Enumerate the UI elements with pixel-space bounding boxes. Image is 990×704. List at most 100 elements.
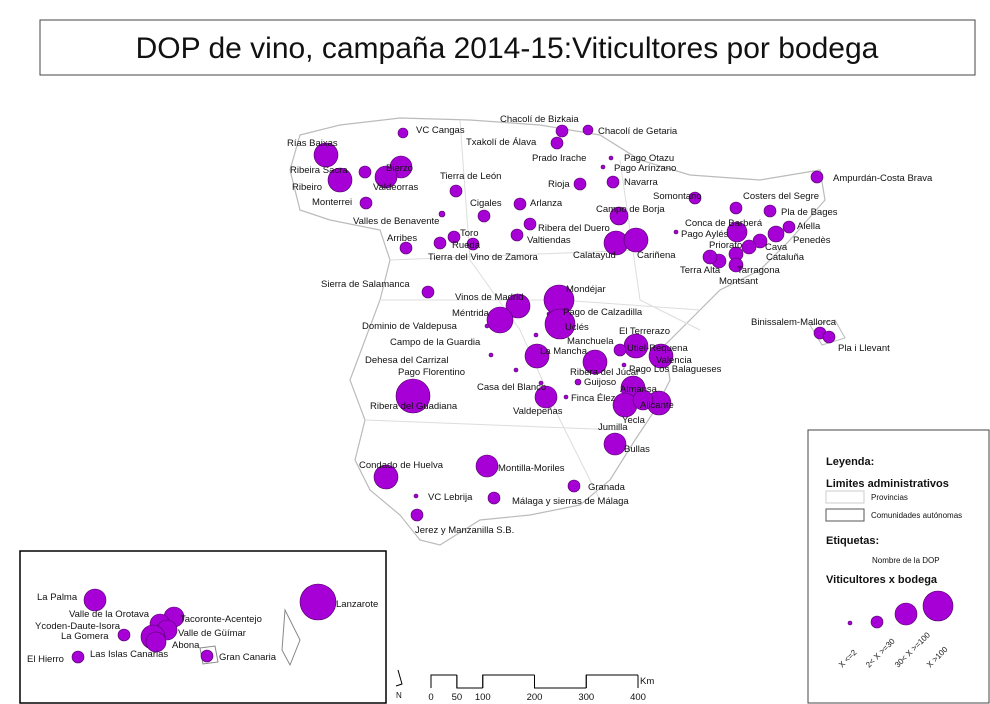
dop-bubble bbox=[487, 491, 501, 505]
dop-label: Ribeiro bbox=[292, 182, 322, 193]
dop-label: Jerez y Manzanilla S.B. bbox=[415, 525, 514, 536]
dop-bubble bbox=[117, 628, 131, 642]
dop-label: Pago Arínzano bbox=[614, 163, 676, 174]
dop-bubble bbox=[466, 237, 480, 251]
scale-label: 400 bbox=[630, 692, 646, 703]
dop-label: Mondéjar bbox=[566, 284, 606, 295]
dop-label: Ribera del Júcar bbox=[570, 367, 639, 378]
dop-bubble bbox=[373, 464, 399, 490]
legend-title: Leyenda: bbox=[826, 456, 874, 468]
dop-label: Bierzo bbox=[386, 163, 413, 174]
scale-label: 200 bbox=[527, 692, 543, 703]
dop-label: Tacoronte-Acentejo bbox=[180, 614, 262, 625]
dop-label: Dehesa del Carrizal bbox=[365, 355, 448, 366]
dop-label: Pago Los Balagueses bbox=[629, 364, 722, 375]
dop-bubble bbox=[484, 323, 490, 329]
dop-label: Méntrida bbox=[452, 308, 490, 319]
dop-bubble bbox=[399, 241, 413, 255]
scale-bar: 0 50 100 200 300 400 Km bbox=[428, 674, 654, 703]
dop-label: El Hierro bbox=[27, 654, 64, 665]
scale-label: 50 bbox=[452, 692, 463, 703]
legend-item: Comunidades autónomas bbox=[871, 511, 962, 520]
dop-bubble bbox=[623, 227, 649, 253]
dop-bubble bbox=[582, 349, 608, 375]
dop-label: Ycoden-Daute-Isora bbox=[35, 621, 121, 632]
dop-label: Conca de Barberá bbox=[685, 218, 763, 229]
dop-label: La Gomera bbox=[61, 631, 109, 642]
dop-bubble bbox=[550, 136, 564, 150]
dop-label: Cataluña bbox=[766, 252, 805, 263]
dop-bubble bbox=[782, 220, 796, 234]
dop-label: Vinos de Madrid bbox=[455, 292, 523, 303]
dop-bubble bbox=[534, 385, 558, 409]
scale-label: 100 bbox=[475, 692, 491, 703]
dop-label: Valdepeñas bbox=[513, 406, 563, 417]
dop-label: Ribera del Guadiana bbox=[370, 401, 458, 412]
legend-bubble bbox=[870, 615, 884, 629]
dop-label: Txakolí de Álava bbox=[466, 137, 537, 148]
dop-bubble bbox=[477, 209, 491, 223]
scale-unit: Km bbox=[640, 676, 654, 687]
dop-bubble bbox=[513, 197, 527, 211]
dop-label: Pago Florentino bbox=[398, 367, 465, 378]
dop-bubble bbox=[145, 631, 167, 653]
dop-label: Ribera del Duero bbox=[538, 223, 610, 234]
dop-label: Somontano bbox=[653, 191, 702, 202]
legend-swatch bbox=[825, 490, 865, 504]
dop-label: Valencia bbox=[656, 355, 692, 366]
dop-label: Calatayud bbox=[573, 250, 616, 261]
dop-bubble bbox=[729, 201, 743, 215]
dop-label: Valle de la Orotava bbox=[69, 609, 150, 620]
scale-label: 0 bbox=[428, 692, 433, 703]
dop-label: Finca Élez bbox=[571, 393, 616, 404]
dop-label: Málaga y sierras de Málaga bbox=[512, 496, 629, 507]
dop-bubble bbox=[359, 196, 373, 210]
dop-label: Alella bbox=[797, 221, 821, 232]
map-title: DOP de vino, campaña 2014-15:Viticultore… bbox=[136, 32, 879, 65]
dop-label: Monterrei bbox=[312, 197, 352, 208]
dop-bubble bbox=[621, 362, 627, 368]
dop-bubble bbox=[505, 293, 531, 319]
dop-label: Rueda bbox=[452, 240, 481, 251]
dop-bubble bbox=[567, 479, 581, 493]
dop-bubble bbox=[533, 332, 539, 338]
inset-box bbox=[19, 550, 387, 704]
dop-label: Pla i Llevant bbox=[838, 343, 890, 354]
dop-label: Campo de Borja bbox=[596, 204, 665, 215]
dop-bubble bbox=[544, 308, 576, 340]
dop-label: Bullas bbox=[624, 444, 650, 455]
dop-label: Priorato bbox=[709, 240, 742, 251]
dop-label: Sierra de Salamanca bbox=[321, 279, 410, 290]
dop-label: Valdeorras bbox=[373, 182, 418, 193]
north-arrow bbox=[395, 669, 403, 687]
legend-bubble bbox=[847, 620, 853, 626]
legend-item: Nombre de la DOP bbox=[872, 556, 940, 565]
dop-label: Rioja bbox=[548, 179, 570, 190]
dop-label: Arribes bbox=[387, 233, 417, 244]
dop-label: Pla de Bages bbox=[781, 207, 838, 218]
dop-label: Jumilla bbox=[598, 422, 628, 433]
dop-label: Condado de Huelva bbox=[359, 460, 444, 471]
dop-label: Penedès bbox=[793, 235, 831, 246]
dop-label: Gran Canaria bbox=[219, 652, 277, 663]
dop-bubble bbox=[600, 164, 606, 170]
dop-label: La Mancha bbox=[540, 346, 588, 357]
dop-label: Valle de Güímar bbox=[178, 628, 246, 639]
dop-label: Alicante bbox=[640, 400, 674, 411]
dop-bubble bbox=[538, 380, 544, 386]
dop-bubble bbox=[688, 191, 702, 205]
dop-bubble bbox=[609, 206, 629, 226]
dop-label: Valtiendas bbox=[527, 235, 571, 246]
dop-label: Cariñena bbox=[637, 250, 676, 261]
dop-label: Utiel-Requena bbox=[627, 343, 688, 354]
dop-label: Lanzarote bbox=[336, 599, 378, 610]
dop-label: Montsant bbox=[719, 276, 758, 287]
north-label: N bbox=[396, 691, 402, 700]
dop-bubble bbox=[728, 257, 744, 273]
dop-bubble bbox=[449, 184, 463, 198]
dop-label: Navarra bbox=[624, 177, 659, 188]
dop-label: Ampurdán-Costa Brava bbox=[833, 173, 933, 184]
dop-label: Las Islas Canarias bbox=[90, 649, 168, 660]
dop-label: Valles de Benavente bbox=[353, 216, 439, 227]
